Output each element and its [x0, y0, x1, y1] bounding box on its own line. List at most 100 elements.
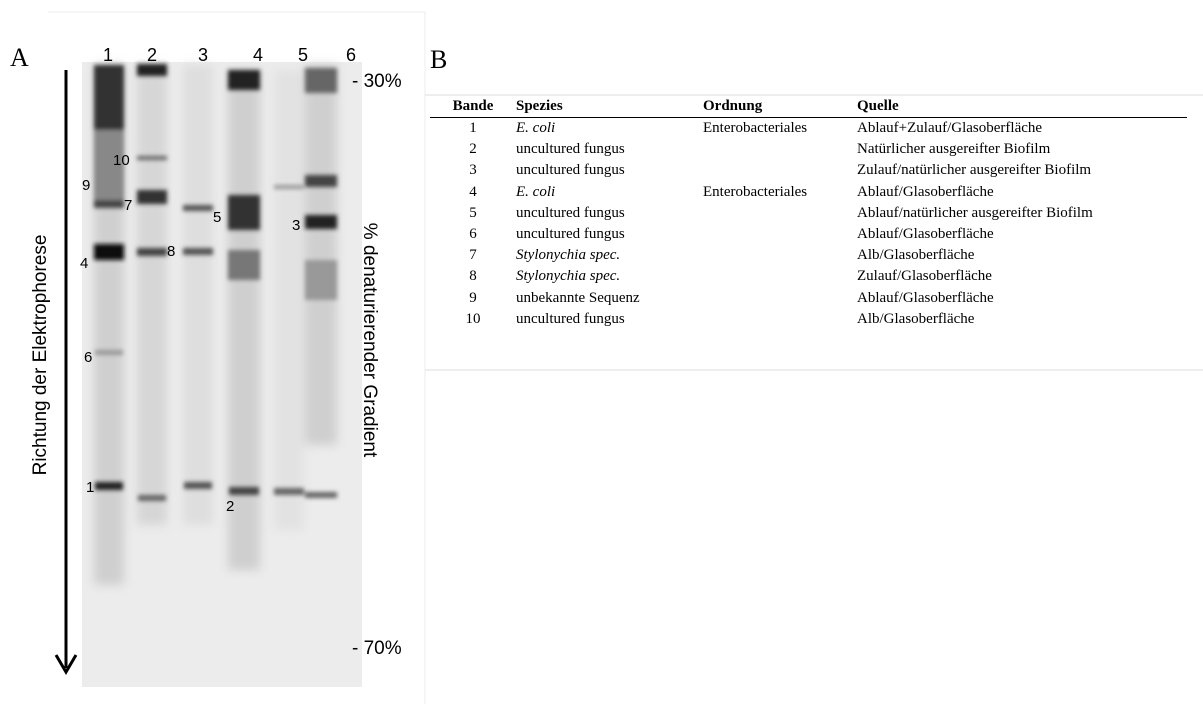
gel-band	[274, 488, 304, 495]
table-cell: Zulauf/Glasoberfläche	[857, 268, 992, 285]
bands	[94, 64, 337, 501]
gel-band	[95, 482, 123, 490]
table-cell: 2	[469, 141, 477, 158]
band-label: 10	[113, 152, 130, 169]
band-label: 8	[167, 243, 175, 260]
gel-band	[94, 130, 124, 200]
smear	[274, 70, 304, 530]
table-cell: Alb/Glasoberfläche	[857, 247, 975, 264]
direction-label: Richtung der Elektrophorese	[30, 235, 51, 476]
table-cell: 6	[469, 226, 477, 243]
gel-band	[229, 487, 259, 495]
table-cell: uncultured fungus	[516, 162, 625, 179]
gel-band	[137, 248, 167, 256]
header-cell: Quelle	[857, 96, 1187, 118]
table-header: Bande Spezies Ordnung Quelle	[430, 96, 1187, 118]
table-cell: 9	[469, 289, 477, 306]
table-cell: uncultured fungus	[516, 204, 625, 221]
table-cell: Natürlicher ausgereifter Biofilm	[857, 141, 1051, 158]
table-row: 10 uncultured fungus Alb/Glasoberfläche	[430, 309, 1187, 330]
gel-band	[94, 244, 124, 260]
band-label: 9	[82, 177, 90, 194]
table-cell	[703, 139, 857, 160]
table-cell: 5	[469, 204, 477, 221]
table-row: 4 E. coli Enterobacteriales Ablauf/Glasober…	[430, 182, 1187, 203]
band-label: 2	[226, 498, 234, 515]
table-cell	[703, 203, 857, 224]
band-label: 1	[86, 479, 94, 496]
table-cell	[703, 266, 857, 287]
table-cell: uncultured fungus	[516, 226, 625, 243]
table-row: 7 Stylonychia spec. Alb/Glasoberfläche	[430, 245, 1187, 266]
table-cell	[703, 288, 857, 309]
gel-band	[305, 260, 337, 300]
gel-band	[94, 200, 124, 208]
gel-band	[228, 195, 260, 230]
table-cell	[703, 309, 857, 330]
smear	[137, 65, 167, 525]
lane-labels: 1 2 3 4 5 6	[103, 45, 356, 65]
band-label: 6	[84, 349, 92, 366]
gradient-bottom: - 70%	[352, 638, 402, 659]
gel-band	[94, 65, 124, 130]
table-cell: Enterobacteriales	[703, 183, 808, 200]
table-cell: uncultured fungus	[516, 141, 625, 158]
table-cell: Zulauf/natürlicher ausgereifter Biofilm	[857, 162, 1092, 179]
table-cell: 10	[465, 310, 481, 327]
gel-band	[305, 492, 337, 498]
gradient-top: - 30%	[352, 71, 402, 92]
header-cell: Spezies	[516, 96, 703, 118]
table-cell: Ablauf/Glasoberfläche	[857, 289, 994, 306]
table-row: 8 Stylonychia spec. Zulauf/Glasoberfläche	[430, 266, 1187, 287]
table-row: 9 unbekannte Sequenz Ablauf/Glasoberfläche	[430, 288, 1187, 309]
smear	[305, 65, 337, 445]
lane-label: 1	[103, 45, 113, 65]
gel-band	[228, 250, 260, 280]
smear	[228, 70, 260, 570]
table-cell: E. coli	[516, 120, 556, 137]
gel-band	[184, 482, 212, 489]
band-labels: 10 9 7 5 3 8 4 6 1 2	[80, 152, 300, 515]
band-label: 3	[292, 217, 300, 234]
table-cell: uncultured fungus	[516, 310, 625, 327]
table-cell: 3	[469, 162, 477, 179]
gel-band	[138, 495, 166, 501]
species-table: Bande Spezies Ordnung Quelle 1 E. coli Entero…	[430, 96, 1187, 330]
table-cell: Ablauf/Glasoberfläche	[857, 226, 994, 243]
gel-band	[228, 70, 260, 90]
gradient-label: % denaturierender Gradient	[359, 223, 380, 458]
band-label: 4	[80, 255, 88, 272]
table-cell	[703, 160, 857, 181]
gel-band	[305, 68, 337, 93]
band-label: 5	[213, 209, 221, 226]
gel-band	[183, 248, 213, 255]
header-cell: Bande	[430, 96, 516, 118]
lane-label: 4	[253, 45, 263, 65]
table-cell: E. coli	[516, 183, 556, 200]
gel-band	[183, 205, 213, 211]
table-cell: 4	[469, 183, 477, 200]
lane-label: 3	[198, 45, 208, 65]
table-cell: Stylonychia spec.	[516, 247, 621, 264]
table-row: 1 E. coli Enterobacteriales Ablauf+Zulauf/G…	[430, 118, 1187, 140]
gel-band	[137, 64, 167, 76]
table-cell: Enterobacteriales	[703, 120, 808, 137]
panel-label: A	[10, 43, 29, 72]
table-cell: Ablauf/natürlicher ausgereifter Biofilm	[857, 204, 1093, 221]
gel-band	[305, 175, 337, 187]
smear	[183, 65, 213, 525]
table-row: 3 uncultured fungus Zulauf/natürlicher aus…	[430, 160, 1187, 181]
gel-band	[95, 350, 123, 355]
gel	[82, 62, 362, 687]
table-row: 6 uncultured fungus Ablauf/Glasoberfläche	[430, 224, 1187, 245]
table-cell: Ablauf/Glasoberfläche	[857, 183, 994, 200]
lane-label: 2	[147, 45, 157, 65]
panel-label: B	[430, 45, 447, 74]
gel-band	[274, 185, 304, 189]
gel-band	[305, 215, 337, 229]
table-cell: Alb/Glasoberfläche	[857, 310, 975, 327]
table-row: 5 uncultured fungus Ablauf/natürlicher aus…	[430, 203, 1187, 224]
arrow-head	[54, 654, 78, 675]
